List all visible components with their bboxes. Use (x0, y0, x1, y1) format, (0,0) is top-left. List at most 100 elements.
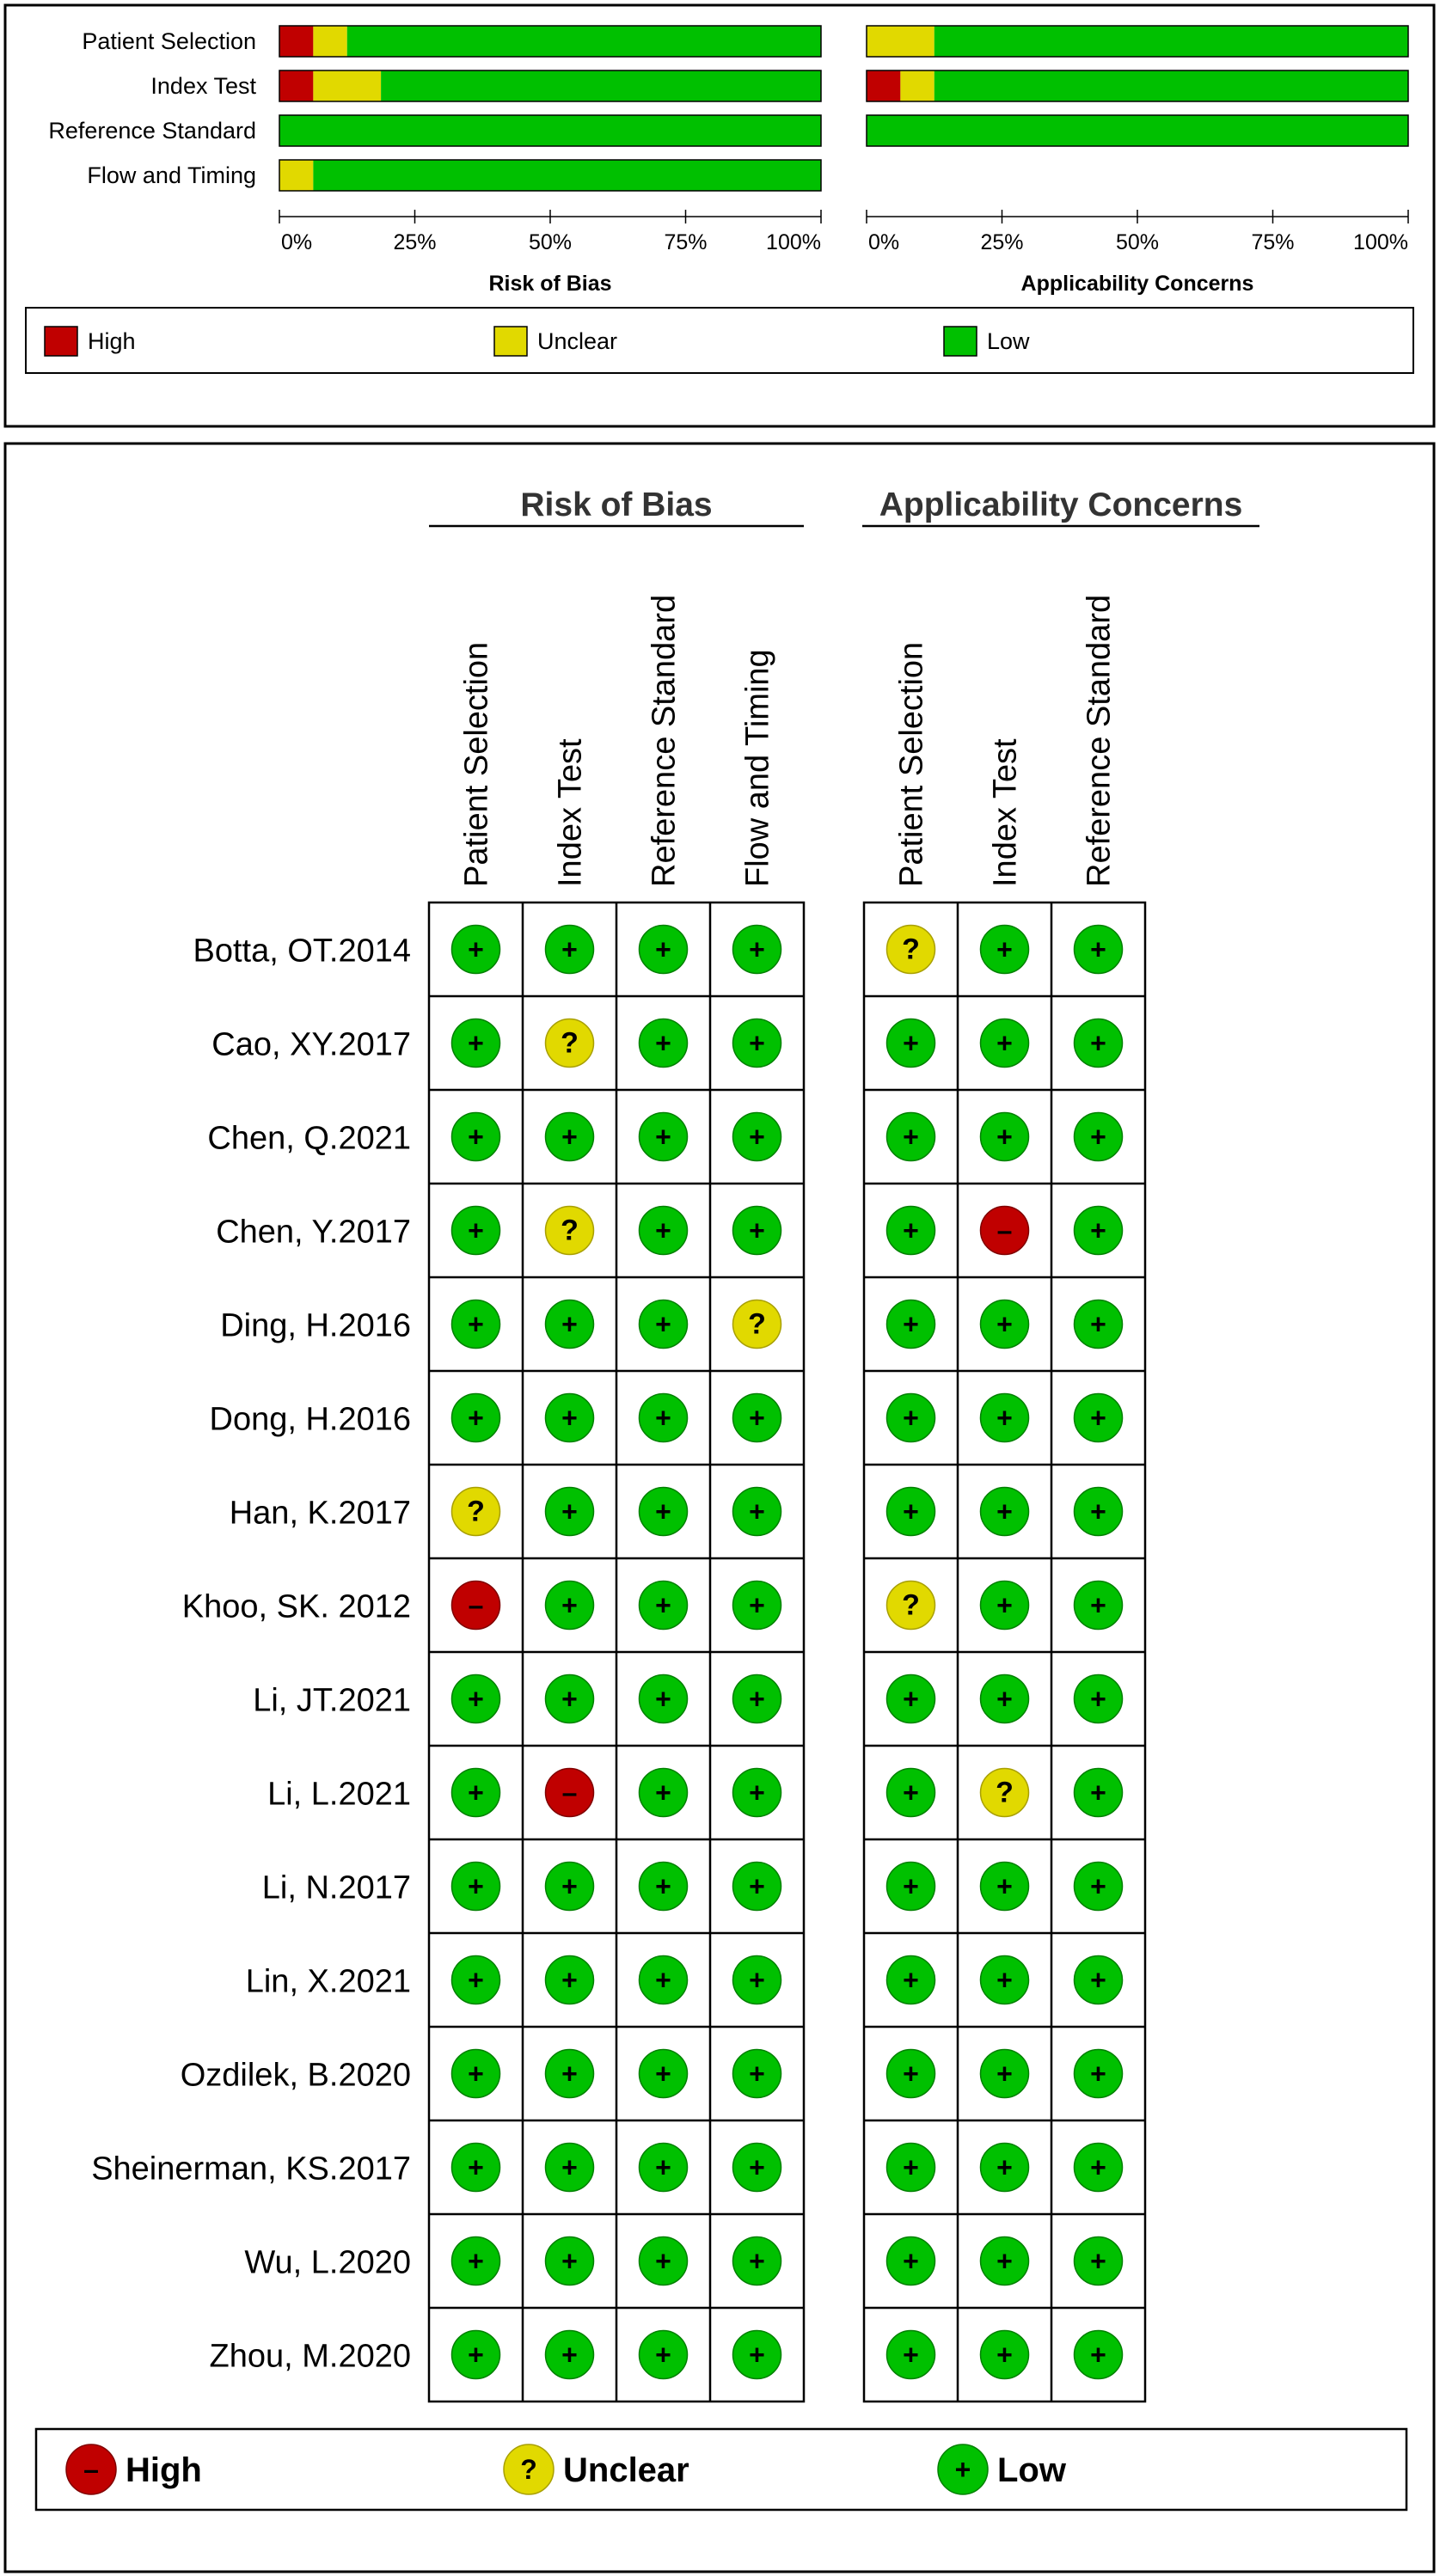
judgement-han-k-2017-rob-3-dot (732, 1486, 782, 1537)
judgement-lin-x-2021-rob-1-symbol: + (561, 1965, 578, 1996)
judgement-lin-x-2021-app-0-dot (885, 1955, 936, 2005)
judgement-li-n-2017-rob-1: + (544, 1861, 595, 1912)
judgement-lin-x-2021-app-2-symbol: + (1090, 1965, 1106, 1996)
judgement-li-l-2021-rob-1-symbol: – (562, 1778, 578, 1808)
judgement-botta-ot-2014-app-1: + (979, 924, 1030, 975)
judgement-sheinerman-ks-2017-app-0-symbol: + (903, 2152, 919, 2183)
judgement-han-k-2017-rob-0: ? (450, 1486, 501, 1537)
judgement-li-n-2017-rob-3: + (732, 1861, 782, 1912)
judgement-cao-xy-2017-app-1-symbol: + (996, 1028, 1013, 1059)
judgement-cao-xy-2017-app-1-dot (979, 1018, 1030, 1068)
table-legend-dot-high (65, 2444, 117, 2495)
study-label-cao-xy-2017: Cao, XY.2017 (211, 1027, 411, 1063)
study-label-khoo-sk-2012: Khoo, SK. 2012 (182, 1589, 411, 1625)
judgement-botta-ot-2014-app-2-symbol: + (1090, 934, 1106, 965)
judgement-dong-h-2016-app-0: + (885, 1392, 936, 1443)
judgement-ozdilek-b-2020-rob-1-dot (544, 2048, 595, 2099)
bar-applicability-concerns-patient-selection-unclear (867, 26, 934, 57)
judgement-botta-ot-2014-rob-3-symbol: + (749, 934, 765, 965)
judgement-chen-q-2021-app-1-dot (979, 1111, 1030, 1162)
judgement-ozdilek-b-2020-rob-2-dot (638, 2048, 689, 2099)
judgement-chen-y-2017-rob-3-dot (732, 1205, 782, 1256)
judgement-zhou-m-2020-app-0: + (885, 2329, 936, 2380)
summary-legend-swatch-unclear (493, 326, 528, 357)
table-legend-item-low: + Low (937, 2444, 1067, 2495)
judgement-ozdilek-b-2020-app-1-dot (979, 2048, 1030, 2099)
study-label-wu-l-2020: Wu, L.2020 (244, 2245, 411, 2281)
judgement-wu-l-2020-rob-1-symbol: + (561, 2246, 578, 2277)
judgement-sheinerman-ks-2017-rob-1-dot (544, 2142, 595, 2193)
judgement-sheinerman-ks-2017-app-2-dot (1073, 2142, 1124, 2193)
judgement-li-jt-2021-rob-2-symbol: + (655, 1684, 671, 1715)
judgement-cao-xy-2017-rob-3: + (732, 1018, 782, 1068)
judgement-chen-q-2021-app-1-symbol: + (996, 1122, 1013, 1153)
judgement-khoo-sk-2012-rob-0-symbol: – (469, 1590, 484, 1621)
judgement-chen-y-2017-rob-0-symbol: + (468, 1215, 484, 1246)
judgement-cao-xy-2017-rob-2-symbol: + (655, 1028, 671, 1059)
judgement-lin-x-2021-app-0-symbol: + (903, 1965, 919, 1996)
judgement-cao-xy-2017-app-2-dot (1073, 1018, 1124, 1068)
summary-legend-label-low: Low (987, 328, 1030, 354)
judgement-ozdilek-b-2020-app-1-symbol: + (996, 2059, 1013, 2090)
judgement-cao-xy-2017-rob-2-dot (638, 1018, 689, 1068)
judgement-ozdilek-b-2020-app-2-symbol: + (1090, 2059, 1106, 2090)
category-label-flow-and-timing: Flow and Timing (87, 162, 256, 188)
panel-title-risk-of-bias: Risk of Bias (488, 272, 611, 296)
judgement-ding-h-2016-rob-0-symbol: + (468, 1309, 484, 1340)
judgement-ding-h-2016-app-1: + (979, 1299, 1030, 1349)
judgement-ozdilek-b-2020-app-0-symbol: + (903, 2059, 919, 2090)
judgement-sheinerman-ks-2017-app-1-symbol: + (996, 2152, 1013, 2183)
judgement-li-n-2017-app-0-symbol: + (903, 1871, 919, 1902)
judgement-cao-xy-2017-rob-0-symbol: + (468, 1028, 484, 1059)
judgement-han-k-2017-app-1-dot (979, 1486, 1030, 1537)
judgement-wu-l-2020-rob-0-dot (450, 2236, 501, 2286)
judgement-dong-h-2016-app-1-symbol: + (996, 1403, 1013, 1434)
bar-outline-applicability-concerns-reference-standard (866, 114, 1409, 147)
judgement-ding-h-2016-rob-2-dot (638, 1299, 689, 1349)
judgement-lin-x-2021-app-2: + (1073, 1955, 1124, 2005)
judgement-lin-x-2021-rob-2-dot (638, 1955, 689, 2005)
judgement-ozdilek-b-2020-app-0: + (885, 2048, 936, 2099)
column-header-risk-of-bias-index-test: Index Test (553, 738, 589, 887)
judgement-ozdilek-b-2020-app-2: + (1073, 2048, 1124, 2099)
table-legend-dot-low (937, 2444, 989, 2495)
judgement-ozdilek-b-2020-rob-2: + (638, 2048, 689, 2099)
judgement-sheinerman-ks-2017-app-0-dot (885, 2142, 936, 2193)
judgement-lin-x-2021-app-0: + (885, 1955, 936, 2005)
judgement-chen-q-2021-rob-0-symbol: + (468, 1122, 484, 1153)
judgement-han-k-2017-app-1-symbol: + (996, 1496, 1013, 1527)
bar-applicability-concerns-index-test-unclear (900, 70, 934, 101)
x-tick-label-applicability-concerns-0: 0% (868, 230, 899, 254)
table-legend-item-high: – High (65, 2444, 202, 2495)
judgement-lin-x-2021-rob-1-dot (544, 1955, 595, 2005)
judgement-zhou-m-2020-app-1-dot (979, 2329, 1030, 2380)
table-legend-frame (34, 2427, 1408, 2512)
judgement-sheinerman-ks-2017-rob-0-symbol: + (468, 2152, 484, 2183)
bar-applicability-concerns-patient-selection-low (934, 26, 1408, 57)
judgement-li-jt-2021-rob-3-dot (732, 1673, 782, 1724)
judgement-wu-l-2020-app-1: + (979, 2236, 1030, 2286)
study-label-han-k-2017: Han, K.2017 (230, 1496, 411, 1532)
bar-risk-of-bias-index-test-unclear (313, 70, 382, 101)
judgement-li-l-2021-app-0-dot (885, 1767, 936, 1818)
judgement-ding-h-2016-app-2-dot (1073, 1299, 1124, 1349)
judgement-li-jt-2021-app-0-symbol: + (903, 1684, 919, 1715)
summary-legend-label-high: High (88, 328, 136, 354)
judgement-li-l-2021-rob-2-symbol: + (655, 1778, 671, 1808)
x-tick-label-risk-of-bias-1: 25% (393, 230, 436, 254)
judgement-botta-ot-2014-app-0-dot (885, 924, 936, 975)
summary-legend-swatch-high (44, 326, 78, 357)
judgement-zhou-m-2020-app-0-dot (885, 2329, 936, 2380)
category-label-reference-standard: Reference Standard (48, 118, 256, 144)
judgement-cao-xy-2017-app-0-dot (885, 1018, 936, 1068)
x-tick-label-applicability-concerns-4: 100% (1353, 230, 1408, 254)
judgement-zhou-m-2020-rob-3: + (732, 2329, 782, 2380)
study-label-ding-h-2016: Ding, H.2016 (220, 1308, 411, 1344)
judgement-li-n-2017-rob-1-dot (544, 1861, 595, 1912)
judgement-ding-h-2016-app-0: + (885, 1299, 936, 1349)
judgement-botta-ot-2014-app-1-dot (979, 924, 1030, 975)
judgement-li-l-2021-app-2-dot (1073, 1767, 1124, 1818)
judgement-zhou-m-2020-app-2-symbol: + (1090, 2340, 1106, 2371)
judgement-han-k-2017-rob-1: + (544, 1486, 595, 1537)
judgement-chen-y-2017-app-2: + (1073, 1205, 1124, 1256)
